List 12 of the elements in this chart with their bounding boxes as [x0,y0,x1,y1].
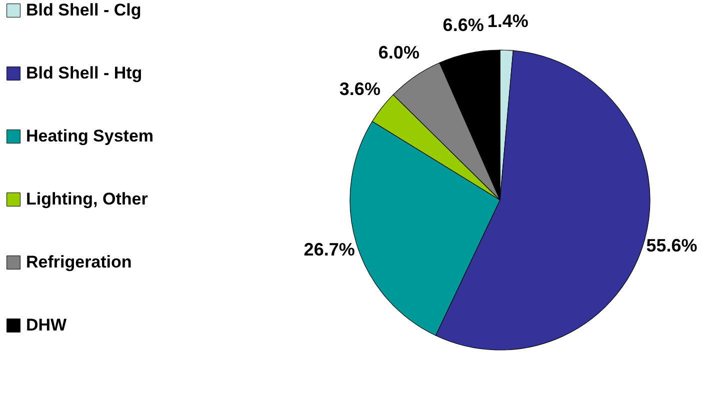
legend-label: Bld Shell - Clg [26,0,142,20]
data-label: 1.4% [487,11,528,32]
legend-label: Lighting, Other [26,190,148,208]
legend-label: Refrigeration [26,252,132,272]
legend-label: Heating System [26,126,154,146]
legend-label: Bld Shell - Htg [26,64,142,82]
data-label: 6.0% [378,42,420,62]
data-label: 26.7% [304,240,355,260]
data-label: 3.6% [339,79,380,100]
data-label: 55.6% [646,236,698,256]
legend-label: DHW [26,316,68,334]
data-label: 6.6% [442,14,484,35]
